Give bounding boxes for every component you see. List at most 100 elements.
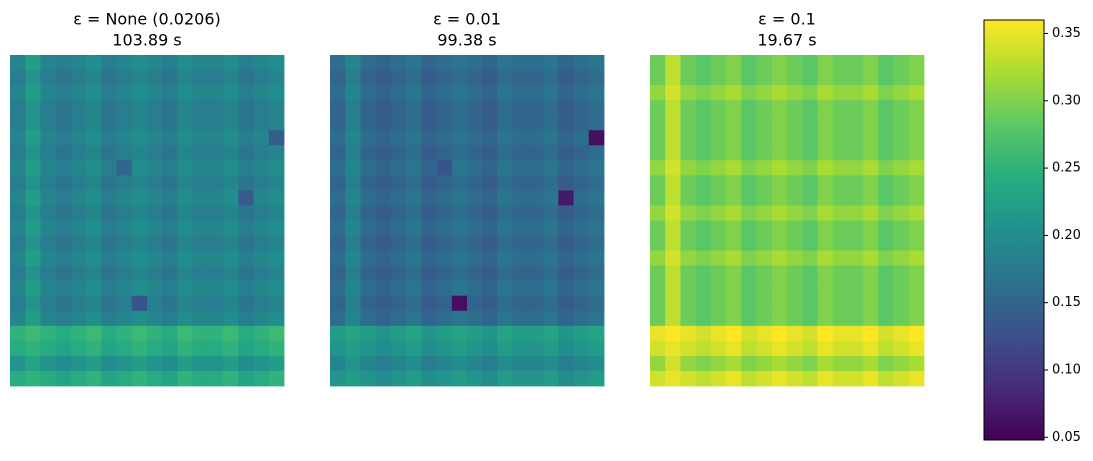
heat-cell [558, 265, 574, 282]
heat-cell [802, 220, 818, 236]
heat-cell [40, 280, 57, 297]
heat-cell [832, 280, 849, 297]
heat-cell [847, 265, 864, 282]
heat-cell [101, 235, 117, 251]
heat-cell [116, 265, 133, 282]
heat-cell [741, 250, 757, 267]
heat-cell [40, 265, 57, 282]
heat-cell [55, 55, 72, 71]
heat-cell [207, 85, 224, 101]
heat-cell [116, 310, 133, 327]
heat-cell [817, 340, 834, 357]
heat-cell [360, 130, 377, 146]
heat-cell [238, 160, 254, 176]
heat-cell [86, 250, 102, 267]
heat-cell [406, 340, 422, 357]
heat-cell [70, 100, 87, 116]
heat-cell [101, 100, 117, 116]
heat-cell [741, 70, 757, 86]
heat-cell [238, 295, 254, 312]
heat-cell [863, 85, 879, 101]
heat-cell [756, 145, 773, 161]
heat-cell [162, 160, 178, 176]
heat-cell [832, 145, 849, 161]
heat-cell [817, 160, 834, 176]
heat-cell [451, 70, 468, 86]
heat-cell [467, 70, 483, 86]
heat-cell [543, 325, 559, 342]
heat-cell [650, 250, 666, 267]
heat-cell [863, 70, 879, 86]
heat-cell [588, 100, 605, 116]
heat-cell [543, 235, 559, 251]
heat-cell [116, 115, 133, 131]
heat-cell [70, 130, 87, 146]
heat-cell [253, 235, 270, 251]
heat-cell [223, 310, 239, 327]
heat-cell [330, 190, 346, 206]
heat-cell [558, 85, 574, 101]
heat-cell [375, 295, 392, 312]
heat-cell [177, 190, 194, 206]
heat-cell [863, 235, 879, 251]
heat-cell [771, 325, 788, 342]
heat-cell [238, 310, 254, 327]
heat-cell [360, 190, 377, 206]
heat-cell [726, 310, 742, 327]
colorbar-tick-label: 0.35 [1052, 26, 1081, 41]
heat-cell [512, 295, 529, 312]
heat-cell [40, 370, 57, 387]
heat-cell [802, 340, 818, 357]
heat-cell [421, 100, 437, 116]
heat-cell [177, 145, 194, 161]
heat-cell [207, 355, 224, 372]
heat-cell [10, 100, 26, 116]
heat-cell [10, 70, 26, 86]
heat-cell [375, 310, 392, 327]
heat-cell [406, 235, 422, 251]
heat-cell [817, 130, 834, 146]
heat-cell [101, 370, 117, 387]
heat-cell [543, 160, 559, 176]
heat-cell [86, 115, 102, 131]
heat-cell [406, 190, 422, 206]
heat-cell [817, 175, 834, 191]
heat-cell [40, 130, 57, 146]
heat-cell [375, 250, 392, 267]
heat-cell [147, 205, 163, 221]
heat-cell [223, 100, 239, 116]
heat-cell [588, 265, 605, 282]
heat-cell [162, 115, 178, 131]
heat-cell [665, 250, 681, 267]
heat-cell [863, 265, 879, 282]
heat-cell [406, 160, 422, 176]
heat-cell [40, 295, 57, 312]
heat-cell [192, 370, 209, 387]
heat-cell [86, 220, 102, 236]
heat-cell [497, 265, 514, 282]
heat-cell [650, 295, 666, 312]
heat-cell [70, 370, 87, 387]
heat-cell [70, 190, 87, 206]
heat-cell [832, 340, 849, 357]
heat-cell [847, 55, 864, 71]
heat-cell [25, 265, 41, 282]
heat-cell [345, 190, 361, 206]
heat-cell [467, 265, 483, 282]
heat-cell [40, 55, 57, 71]
heat-cell [893, 70, 910, 86]
heat-cell [527, 355, 544, 372]
heat-cell [147, 310, 163, 327]
heat-cell [665, 145, 681, 161]
heat-cell [268, 235, 285, 251]
heat-cell [101, 130, 117, 146]
heat-cell [131, 130, 148, 146]
heat-cell [710, 85, 727, 101]
heat-cell [345, 370, 361, 387]
heat-cell [253, 295, 270, 312]
heat-cell [893, 265, 910, 282]
heat-cell [497, 70, 514, 86]
heat-cell [802, 115, 818, 131]
heat-cell [650, 310, 666, 327]
heat-cell [665, 205, 681, 221]
